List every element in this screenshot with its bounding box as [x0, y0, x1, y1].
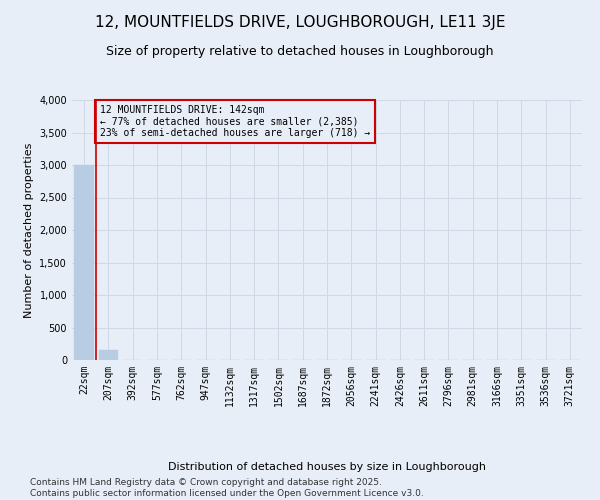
- Bar: [74, 165, 94, 360]
- Bar: [99, 350, 118, 360]
- Text: Size of property relative to detached houses in Loughborough: Size of property relative to detached ho…: [106, 45, 494, 58]
- Text: 12, MOUNTFIELDS DRIVE, LOUGHBOROUGH, LE11 3JE: 12, MOUNTFIELDS DRIVE, LOUGHBOROUGH, LE1…: [95, 15, 505, 30]
- Y-axis label: Number of detached properties: Number of detached properties: [24, 142, 34, 318]
- Text: 12 MOUNTFIELDS DRIVE: 142sqm
← 77% of detached houses are smaller (2,385)
23% of: 12 MOUNTFIELDS DRIVE: 142sqm ← 77% of de…: [100, 105, 370, 138]
- Text: Contains HM Land Registry data © Crown copyright and database right 2025.
Contai: Contains HM Land Registry data © Crown c…: [30, 478, 424, 498]
- Text: Distribution of detached houses by size in Loughborough: Distribution of detached houses by size …: [168, 462, 486, 472]
